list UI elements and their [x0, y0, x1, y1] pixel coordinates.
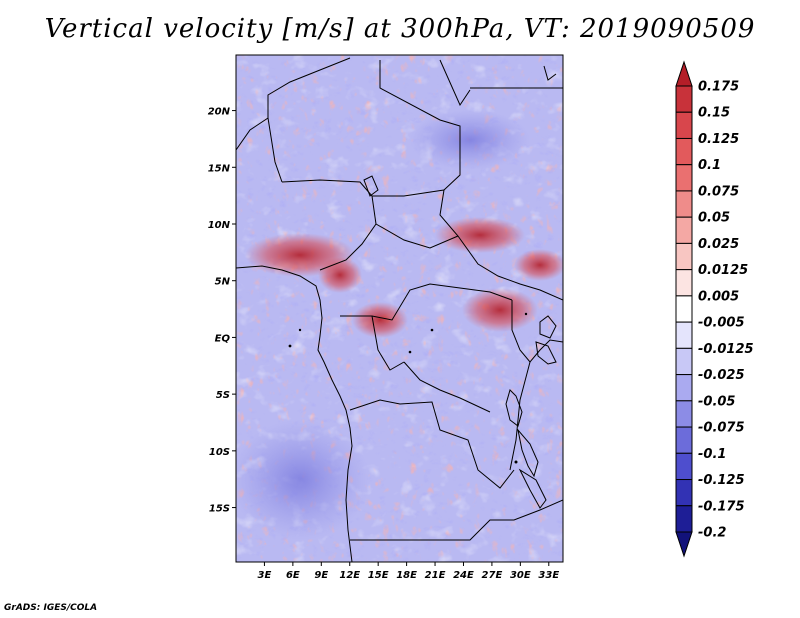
lon-label: 24E — [453, 570, 474, 581]
lon-label: 27E — [482, 570, 503, 581]
colorbar-swatch — [675, 164, 693, 192]
colorbar-label: -0.005 — [698, 316, 745, 331]
lat-label: 5S — [216, 390, 230, 401]
colorbar-label: 0.0125 — [698, 263, 748, 278]
downdraft-area — [410, 110, 530, 170]
lon-label: 3E — [258, 570, 272, 581]
colorbar-swatch — [675, 426, 693, 454]
colorbar-swatch — [675, 111, 693, 139]
lat-label: 15N — [208, 163, 231, 174]
colorbar-lower-arrow — [675, 531, 693, 558]
colorbar-label: -0.1 — [698, 447, 726, 462]
colorbar-label: 0.05 — [698, 211, 730, 226]
longitude-axis: 3E 6E 9E 12E 15E 18E 21E 24E 27E 30E 33E — [258, 562, 559, 581]
colorbar-label: 0.075 — [698, 184, 739, 199]
map-title: Vertical velocity [m/s] at 300hPa, VT: 2… — [44, 14, 756, 44]
colorbar-label: -0.025 — [698, 368, 745, 383]
colorbar-label: 0.005 — [698, 289, 739, 304]
lon-label: 6E — [286, 570, 300, 581]
grads-credit: GrADS: IGES/COLA — [4, 603, 98, 613]
lat-label: 15S — [209, 504, 230, 515]
updraft-core — [435, 217, 525, 253]
colorbar-swatch — [675, 85, 693, 113]
colorbar-swatch — [675, 295, 693, 323]
lat-label: 20N — [208, 107, 231, 118]
colorbar-label: -0.05 — [698, 394, 735, 409]
colorbar-label: 0.15 — [698, 106, 730, 121]
colorbar-swatch — [675, 452, 693, 481]
lon-label: 30E — [510, 570, 531, 581]
latitude-axis: 20N 15N 10N 5N EQ 5S 10S 15S — [208, 107, 236, 515]
colorbar-swatch — [675, 242, 693, 271]
updraft-core — [514, 249, 563, 281]
colorbar-swatch — [675, 190, 693, 218]
colorbar-swatch — [675, 321, 693, 349]
colorbar-label: -0.125 — [698, 473, 745, 488]
lat-label: 5N — [215, 277, 231, 288]
lon-label: 18E — [396, 570, 417, 581]
lat-label: EQ — [215, 333, 231, 344]
lon-label: 9E — [314, 570, 328, 581]
colorbar-label: -0.075 — [698, 421, 745, 436]
colorbar-swatch — [675, 137, 693, 166]
colorbar-label: 0.1 — [698, 158, 721, 173]
colorbar-label: 0.125 — [698, 132, 739, 147]
colorbar-swatch — [675, 347, 693, 376]
lon-label: 33E — [538, 570, 559, 581]
lat-label: 10N — [208, 220, 231, 231]
colorbar-swatch — [675, 374, 693, 402]
lon-label: 21E — [425, 570, 446, 581]
updraft-core — [462, 288, 538, 332]
colorbar-label: -0.175 — [698, 499, 745, 514]
lat-label: 10S — [209, 447, 230, 458]
map-frame — [235, 54, 564, 563]
colorbar-label: 0.025 — [698, 237, 739, 252]
colorbar-label: -0.2 — [698, 526, 726, 541]
colorbar-swatch — [675, 505, 693, 533]
colorbar-label: -0.0125 — [698, 342, 754, 357]
updraft-core — [318, 257, 362, 293]
downdraft-area — [236, 420, 370, 540]
colorbar-swatch — [675, 216, 693, 244]
lon-label: 12E — [339, 570, 360, 581]
velocity-field — [236, 55, 563, 562]
colorbar-swatch — [675, 479, 693, 507]
colorbar-upper-arrow — [675, 60, 693, 87]
colorbar: 0.175 0.15 0.125 0.1 0.075 0.05 0.025 0.0125 0.0… — [675, 60, 754, 558]
colorbar-swatch — [675, 400, 693, 428]
updraft-core — [352, 302, 408, 338]
colorbar-label: 0.175 — [698, 80, 739, 95]
colorbar-swatch — [675, 269, 693, 297]
lon-label: 15E — [368, 570, 389, 581]
